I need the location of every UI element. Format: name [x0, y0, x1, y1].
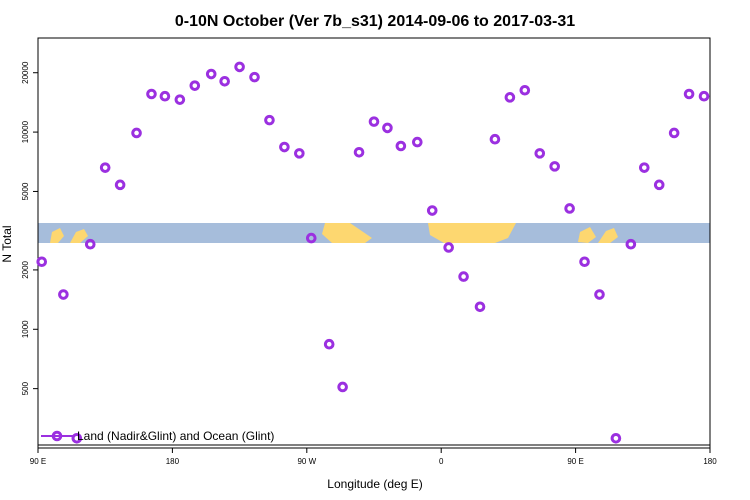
data-point: [683, 88, 695, 100]
x-axis-label: Longitude (deg E): [327, 477, 422, 491]
y-tick-label: 5000: [21, 182, 30, 200]
y-tick-label: 20000: [21, 61, 30, 84]
chart-title: 0-10N October (Ver 7b_s31) 2014-09-06 to…: [175, 13, 575, 30]
data-point: [426, 205, 438, 216]
data-point: [625, 238, 637, 250]
data-point: [131, 127, 142, 139]
data-point: [174, 94, 186, 105]
data-point: [564, 203, 575, 214]
data-point: [698, 90, 710, 102]
y-axis-label: N Total: [0, 225, 14, 262]
data-point: [443, 242, 454, 253]
x-tick-label: 90 E: [30, 457, 46, 466]
data-point: [249, 71, 260, 83]
land-continent-5: [578, 227, 596, 243]
data-point: [610, 432, 622, 444]
y-tick-label: 1000: [21, 320, 30, 338]
legend: Land (Nadir&Glint) and Ocean (Glint): [41, 429, 274, 443]
data-point: [146, 88, 157, 100]
data-point: [114, 179, 126, 191]
land-continent-3: [322, 223, 372, 243]
x-tick-label: 0: [439, 457, 444, 466]
land-continent-4: [428, 223, 516, 243]
legend-marker: [51, 430, 63, 442]
data-point: [353, 146, 365, 158]
map-band: [38, 223, 710, 243]
data-point: [205, 68, 217, 80]
data-point: [264, 114, 275, 126]
y-tick-label: 2000: [21, 260, 30, 278]
data-point: [219, 75, 230, 87]
data-point: [594, 289, 605, 300]
data-point: [382, 122, 393, 134]
data-points: [36, 61, 710, 444]
y-tick-label: 10000: [21, 120, 30, 143]
x-tick-label: 180: [166, 457, 180, 466]
data-point: [84, 238, 96, 250]
land-continent-2: [70, 229, 88, 243]
data-point: [305, 232, 317, 244]
data-point: [474, 301, 486, 313]
data-point: [653, 179, 665, 191]
data-point: [58, 289, 69, 300]
x-tick-label: 90 E: [567, 457, 583, 466]
data-point: [36, 256, 48, 268]
y-tick-label: 500: [21, 381, 30, 395]
x-tick-label: 180: [703, 457, 717, 466]
data-point: [412, 136, 423, 148]
data-point: [458, 271, 469, 282]
data-point: [234, 61, 245, 73]
data-point: [279, 141, 290, 153]
data-point: [294, 148, 305, 159]
x-axis-ticks: 90 E 180 90 W 0 90 E 180: [30, 448, 717, 466]
data-point: [534, 148, 546, 159]
data-point: [189, 80, 201, 91]
data-point: [668, 127, 680, 139]
data-point: [519, 84, 531, 96]
data-point: [504, 92, 516, 103]
data-point: [337, 381, 348, 393]
data-point: [99, 162, 111, 173]
y-axis-ticks: 500 1000 2000 5000 10000 20000: [21, 61, 38, 395]
data-point: [549, 161, 560, 172]
plot-frame: [37, 37, 711, 449]
ocean-band: [38, 223, 710, 243]
data-point: [638, 162, 650, 173]
land-continent-6: [598, 228, 618, 243]
legend-label: Land (Nadir&Glint) and Ocean (Glint): [77, 429, 274, 443]
land-continent-1: [50, 228, 64, 243]
data-point: [159, 90, 171, 102]
data-point: [489, 133, 501, 145]
x-tick-label: 90 W: [297, 457, 316, 466]
data-point: [368, 116, 380, 127]
data-point: [395, 140, 407, 152]
data-point: [579, 256, 590, 268]
data-point: [71, 432, 83, 444]
data-point: [323, 338, 335, 350]
